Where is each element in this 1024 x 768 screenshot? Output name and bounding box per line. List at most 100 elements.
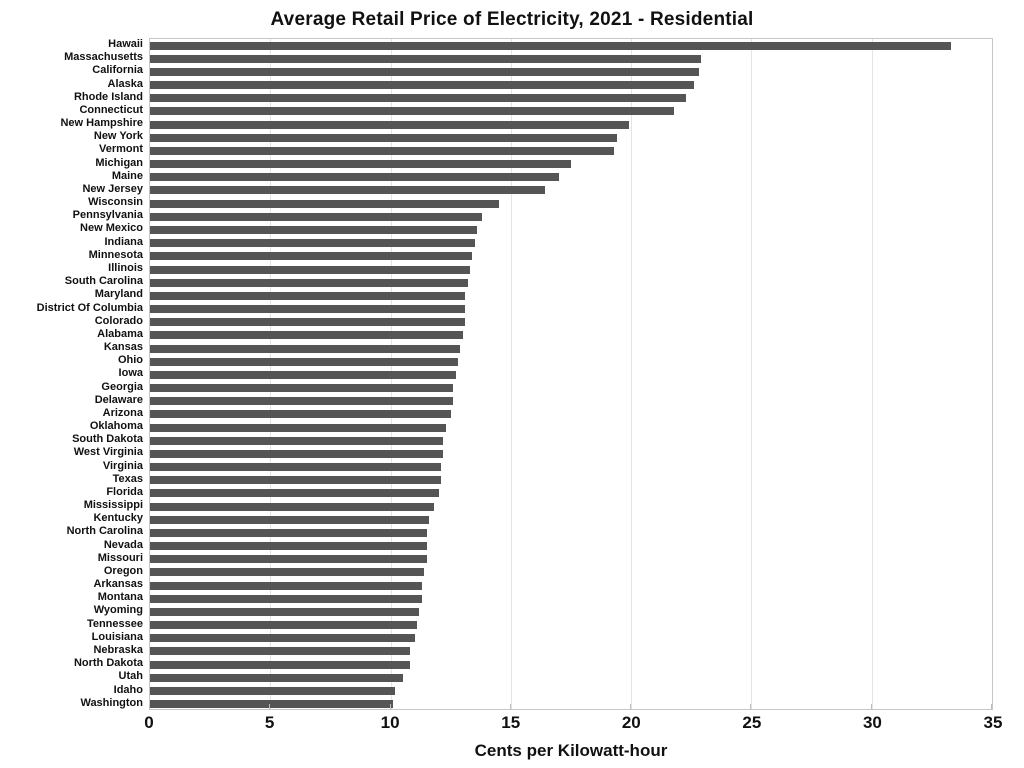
bar-idaho <box>150 687 396 695</box>
bar-indiana <box>150 239 475 248</box>
y-axis-label-row: Massachusetts <box>0 51 143 64</box>
y-axis-label-row: New Hampshire <box>0 117 143 130</box>
bar-row <box>150 316 992 329</box>
bar-row <box>150 421 992 434</box>
bar-row <box>150 500 992 513</box>
bar-louisiana <box>150 634 415 643</box>
y-axis-label-row: Tennessee <box>0 618 143 631</box>
bar-nevada <box>150 542 427 551</box>
y-axis-label: Arizona <box>102 406 143 419</box>
x-tick-label: 10 <box>380 713 400 732</box>
bar-row <box>150 592 992 605</box>
bar-row <box>150 632 992 645</box>
y-axis-label-row: Utah <box>0 670 143 683</box>
bar-new-york <box>150 133 617 142</box>
y-axis-label-row: Oregon <box>0 565 143 578</box>
x-tick-label: 30 <box>862 713 882 732</box>
y-axis-label: Montana <box>97 591 143 604</box>
bar-row <box>150 698 992 711</box>
y-axis-label-row: Kansas <box>0 341 143 354</box>
bar-ohio <box>150 357 458 366</box>
bar-tennessee <box>150 621 418 630</box>
bar-row <box>150 52 992 65</box>
y-axis-label: Georgia <box>101 380 143 393</box>
bar-row <box>150 39 992 52</box>
y-axis-label: Vermont <box>98 143 143 156</box>
y-axis-label: Rhode Island <box>73 90 143 103</box>
y-axis-label-row: New York <box>0 130 143 143</box>
y-axis-label: Maine <box>111 169 143 182</box>
bar-vermont <box>150 146 615 155</box>
bar-minnesota <box>150 252 473 261</box>
bar-row <box>150 342 992 355</box>
y-axis-label-row: Pennsylvania <box>0 209 143 222</box>
y-axis-label-row: Rhode Island <box>0 91 143 104</box>
y-axis-label-row: Wyoming <box>0 604 143 617</box>
bar-west-virginia <box>150 449 444 458</box>
y-axis-label: New York <box>93 130 143 143</box>
y-axis-label: New Hampshire <box>60 117 143 130</box>
bar-north-dakota <box>150 660 410 669</box>
bar-row <box>150 92 992 105</box>
gridline <box>871 39 873 709</box>
bar-row <box>150 276 992 289</box>
bar-wyoming <box>150 607 420 616</box>
bar-row <box>150 65 992 78</box>
y-axis-label: Ohio <box>117 354 143 367</box>
y-axis-label: Mississippi <box>83 499 143 512</box>
y-axis-label-row: Arizona <box>0 407 143 420</box>
bar-row <box>150 184 992 197</box>
x-axis-ticks: 0 5 10 15 20 25 30 35 <box>144 713 1002 736</box>
y-axis-label-row: Colorado <box>0 315 143 328</box>
y-axis-label: Tennessee <box>86 617 143 630</box>
y-axis-label-row: Hawaii <box>0 38 143 51</box>
y-axis-label-row: Virginia <box>0 460 143 473</box>
y-axis-label-row: California <box>0 64 143 77</box>
gridline <box>631 39 633 709</box>
y-axis-label: District Of Columbia <box>36 301 143 314</box>
tick-stub <box>509 704 511 709</box>
y-axis-label: Oklahoma <box>89 420 143 433</box>
bar-row <box>150 474 992 487</box>
x-tick-label: 25 <box>742 713 762 732</box>
bars <box>150 39 992 709</box>
bar-oregon <box>150 568 425 577</box>
y-axis-label-row: Alaska <box>0 78 143 91</box>
y-axis-label-row: Nebraska <box>0 644 143 657</box>
bar-row <box>150 540 992 553</box>
bar-south-dakota <box>150 436 444 445</box>
y-axis-label: Idaho <box>113 683 143 696</box>
y-axis-label: Kentucky <box>93 512 143 525</box>
bar-row <box>150 579 992 592</box>
bar-colorado <box>150 318 466 327</box>
plot-area <box>149 38 993 710</box>
y-axis-label-row: Maine <box>0 170 143 183</box>
y-axis-label: New Jersey <box>82 182 143 195</box>
bar-texas <box>150 476 442 485</box>
y-axis-label: Louisiana <box>91 630 143 643</box>
y-axis-label-row: Connecticut <box>0 104 143 117</box>
y-axis-label: Florida <box>106 485 143 498</box>
bar-north-carolina <box>150 528 427 537</box>
y-axis-label: Wyoming <box>93 604 143 617</box>
y-axis-label: North Carolina <box>66 525 143 538</box>
tick-stub <box>991 704 992 709</box>
y-axis-label: Nevada <box>103 538 143 551</box>
y-axis-label-row: Indiana <box>0 236 143 249</box>
bar-row <box>150 395 992 408</box>
y-axis-label-row: Washington <box>0 697 143 710</box>
y-axis-label: Michigan <box>95 156 143 169</box>
y-axis-label: California <box>92 64 143 77</box>
bar-row <box>150 329 992 342</box>
bar-row <box>150 671 992 684</box>
tick-stub <box>389 704 391 709</box>
bar-montana <box>150 594 422 603</box>
y-axis-label: Illinois <box>108 262 143 274</box>
bar-row <box>150 223 992 236</box>
bar-row <box>150 105 992 118</box>
bar-mississippi <box>150 502 434 511</box>
bar-row <box>150 658 992 671</box>
y-axis-label: Utah <box>118 670 143 683</box>
bar-connecticut <box>150 107 675 116</box>
bar-row <box>150 118 992 131</box>
